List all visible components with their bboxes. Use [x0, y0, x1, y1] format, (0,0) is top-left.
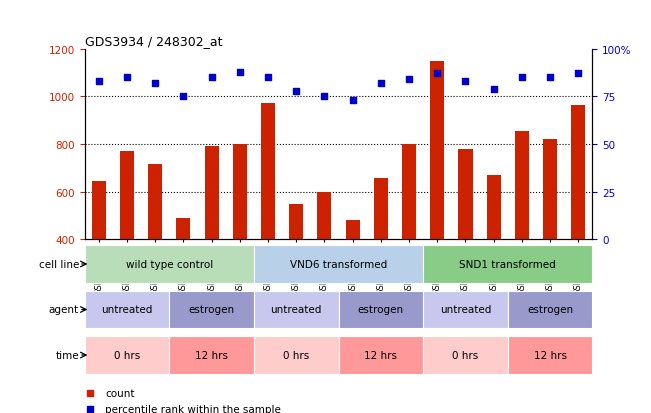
Point — [122, 75, 132, 81]
Bar — [487, 176, 501, 240]
Point — [432, 71, 443, 78]
Bar — [430, 62, 444, 240]
Point — [94, 78, 104, 85]
Text: 12 hrs: 12 hrs — [365, 350, 397, 360]
Point — [545, 75, 555, 81]
Bar — [423, 337, 508, 374]
Point — [488, 86, 499, 93]
Text: time: time — [55, 350, 79, 360]
Bar — [85, 337, 169, 374]
Bar — [339, 291, 423, 328]
Bar — [402, 145, 416, 240]
Text: 0 hrs: 0 hrs — [452, 350, 478, 360]
Bar — [572, 105, 585, 240]
Bar — [543, 140, 557, 240]
Point — [206, 75, 217, 81]
Point — [348, 97, 358, 104]
Point — [234, 69, 245, 76]
Bar — [254, 337, 339, 374]
Text: agent: agent — [49, 305, 79, 315]
Bar — [169, 337, 254, 374]
Text: 12 hrs: 12 hrs — [534, 350, 566, 360]
Text: percentile rank within the sample: percentile rank within the sample — [105, 404, 281, 413]
Point — [517, 75, 527, 81]
Text: count: count — [105, 388, 135, 398]
Bar — [339, 337, 423, 374]
Bar — [85, 291, 169, 328]
Bar — [508, 291, 592, 328]
Bar — [169, 291, 254, 328]
Point — [263, 75, 273, 81]
Text: untreated: untreated — [271, 305, 322, 315]
Text: cell line: cell line — [38, 259, 79, 269]
Bar — [204, 147, 219, 240]
Text: untreated: untreated — [102, 305, 152, 315]
Bar — [317, 192, 331, 240]
Text: GDS3934 / 248302_at: GDS3934 / 248302_at — [85, 36, 222, 48]
Point — [376, 81, 386, 87]
Bar — [85, 246, 254, 283]
Text: untreated: untreated — [440, 305, 491, 315]
Point — [178, 94, 189, 100]
Point — [291, 88, 301, 95]
Point — [460, 78, 471, 85]
Bar — [458, 150, 473, 240]
Text: estrogen: estrogen — [527, 305, 573, 315]
Bar — [515, 131, 529, 240]
Bar — [176, 218, 190, 240]
Bar — [423, 246, 592, 283]
Bar — [254, 291, 339, 328]
Bar — [261, 104, 275, 240]
Point — [404, 77, 414, 83]
Point — [573, 71, 583, 78]
Text: wild type control: wild type control — [126, 259, 213, 269]
Bar — [120, 152, 134, 240]
Text: 0 hrs: 0 hrs — [114, 350, 140, 360]
Text: estrogen: estrogen — [358, 305, 404, 315]
Bar — [254, 246, 423, 283]
Bar — [508, 337, 592, 374]
Point — [319, 94, 329, 100]
Bar — [92, 181, 106, 240]
Bar — [423, 291, 508, 328]
Bar — [233, 145, 247, 240]
Point — [150, 81, 160, 87]
Text: VND6 transformed: VND6 transformed — [290, 259, 387, 269]
Bar — [346, 221, 359, 240]
Text: SND1 transformed: SND1 transformed — [460, 259, 556, 269]
Bar — [374, 179, 388, 240]
Text: 0 hrs: 0 hrs — [283, 350, 309, 360]
Bar — [148, 165, 162, 240]
Text: estrogen: estrogen — [189, 305, 234, 315]
Text: 12 hrs: 12 hrs — [195, 350, 228, 360]
Bar — [289, 204, 303, 240]
